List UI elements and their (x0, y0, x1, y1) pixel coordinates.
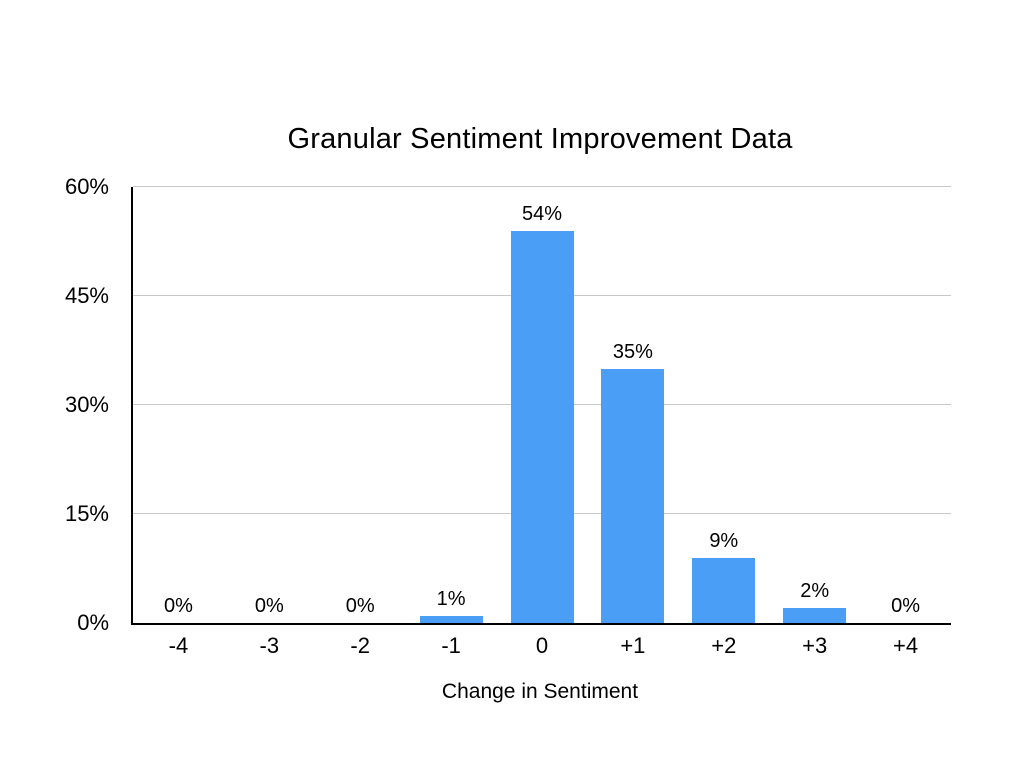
y-axis-tick-label: 0% (77, 610, 109, 635)
x-axis-tick-label: -4 (168, 633, 189, 658)
x-axis-tick-label: +3 (802, 633, 828, 658)
gridline (133, 186, 951, 187)
bar (419, 615, 483, 623)
x-axis-tick-label: 0 (535, 633, 549, 658)
y-axis-tick-label: 45% (64, 283, 109, 308)
bar (692, 557, 756, 623)
bar (601, 368, 665, 623)
chart-title: Granular Sentiment Improvement Data (287, 123, 793, 155)
x-axis-tick-label: -3 (259, 633, 280, 658)
x-axis-tick-label: -2 (350, 633, 370, 658)
bar-value-label: 0% (163, 595, 193, 617)
bar-value-label: 9% (709, 529, 739, 552)
x-axis-tick-label: -1 (441, 633, 461, 658)
bar-value-label: 0% (891, 595, 920, 617)
plot-area: 0% -4 0% -3 0% -2 1% -1 54% 0 35% +1 9% +2 2% +3 0% +4 (131, 186, 951, 658)
y-axis-tick-label: 15% (64, 501, 109, 526)
bar-value-label: 54% (521, 202, 562, 225)
y-axis-tick-label: 30% (64, 392, 109, 417)
x-axis-title: Change in Sentiment (441, 680, 639, 703)
x-axis-tick-label: +2 (711, 633, 737, 658)
y-axis-tick-label: 60% (64, 174, 109, 199)
y-axis: 0% 15% 30% 45% 60% (0, 176, 109, 634)
bar-value-label: 0% (254, 595, 284, 617)
bar-value-label: 35% (612, 340, 653, 363)
bar-value-label: 2% (800, 580, 830, 603)
bar-value-label: 0% (345, 595, 375, 617)
bar (783, 608, 847, 623)
x-axis-tick-label: +1 (620, 633, 646, 658)
bar (510, 230, 574, 623)
bar-value-label: 1% (436, 587, 466, 610)
x-axis-tick-label: +4 (893, 633, 919, 658)
